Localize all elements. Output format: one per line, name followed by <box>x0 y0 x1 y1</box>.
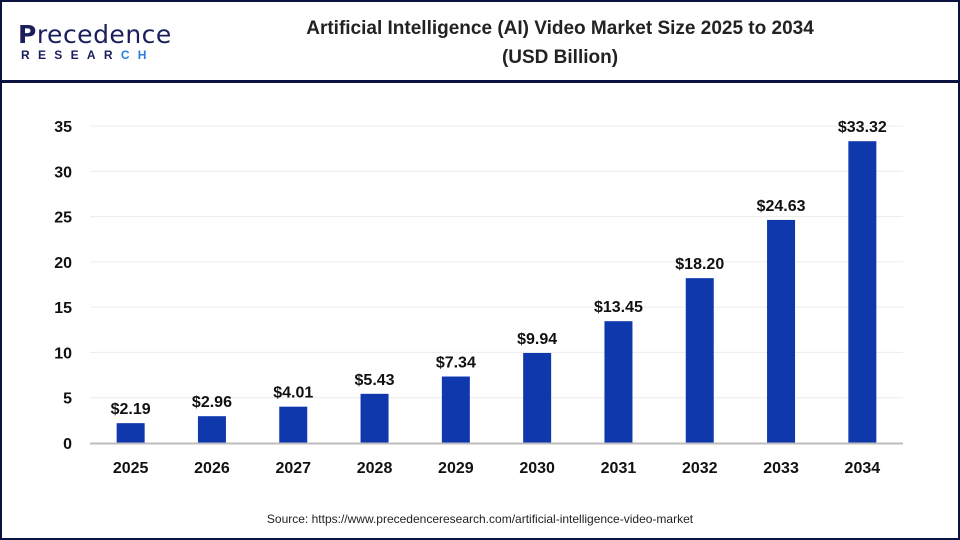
bar-2031 <box>604 321 633 443</box>
precedence-research-logo: Precedence RESEARCH <box>18 20 172 63</box>
x-tick-label: 2033 <box>763 460 799 477</box>
x-tick-label: 2029 <box>438 460 474 477</box>
y-tick-label: 5 <box>63 391 72 408</box>
data-label: $2.19 <box>111 401 151 418</box>
bar-2029 <box>441 376 470 443</box>
bar-2027 <box>279 406 308 443</box>
bar-2025 <box>116 423 145 443</box>
bar-2030 <box>523 352 552 443</box>
y-tick-label: 20 <box>54 255 72 272</box>
data-label: $9.94 <box>517 331 557 348</box>
bar-2034 <box>848 141 877 443</box>
x-tick-label: 2025 <box>113 460 149 477</box>
source-note: Source: https://www.precedenceresearch.c… <box>266 512 694 526</box>
x-tick-label: 2027 <box>275 460 311 477</box>
x-tick-label: 2034 <box>845 460 881 477</box>
data-label: $7.34 <box>436 355 476 372</box>
x-tick-label: 2032 <box>682 460 718 477</box>
data-label: $18.20 <box>675 256 724 273</box>
title-line-1: Artificial Intelligence (AI) Video Marke… <box>306 18 814 39</box>
x-tick-label: 2031 <box>601 460 637 477</box>
data-label: $5.43 <box>355 372 395 389</box>
y-tick-label: 35 <box>54 119 72 136</box>
data-label: $4.01 <box>273 385 313 402</box>
data-label: $33.32 <box>838 119 887 136</box>
bar-2032 <box>685 278 714 443</box>
x-tick-label: 2026 <box>194 460 230 477</box>
y-tick-label: 10 <box>54 345 72 362</box>
y-tick-label: 15 <box>54 300 72 317</box>
x-tick-label: 2028 <box>357 460 393 477</box>
x-tick-label: 2030 <box>519 460 555 477</box>
bar-2033 <box>767 219 796 443</box>
data-label: $13.45 <box>594 299 643 316</box>
y-tick-label: 25 <box>54 210 72 227</box>
data-label: $24.63 <box>757 198 806 215</box>
title-line-2: (USD Billion) <box>501 47 619 68</box>
header-divider <box>0 80 960 83</box>
y-tick-label: 0 <box>63 436 72 453</box>
bar-2028 <box>360 393 389 443</box>
chart-title: Artificial Intelligence (AI) Video Marke… <box>200 14 920 72</box>
data-label: $2.96 <box>192 394 232 411</box>
y-tick-label: 30 <box>54 164 72 181</box>
bar-2026 <box>197 416 226 443</box>
